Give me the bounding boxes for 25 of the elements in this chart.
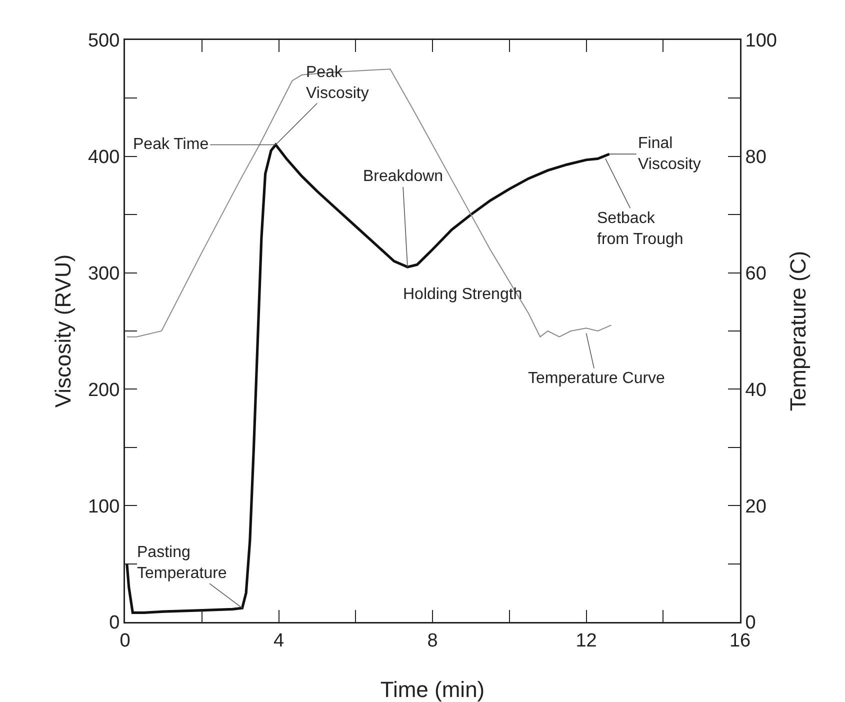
y2-tick-label: 60 (745, 263, 766, 284)
y-axis-title: Viscosity (RVU) (50, 254, 76, 408)
y-tick-label: 400 (88, 147, 120, 168)
y-tick-label: 200 (88, 380, 120, 401)
x-tick-label: 12 (576, 630, 597, 652)
y2-tick-label: 100 (745, 30, 778, 52)
annotation: Holding Strength (403, 286, 522, 303)
annotation: Temperature Curve (528, 370, 666, 387)
y2-axis-title: Temperature (C) (786, 250, 810, 412)
y2-tick-label: 40 (745, 380, 766, 401)
y-tick-label: 500 (88, 30, 120, 52)
annotation: Peak Viscosity (306, 64, 369, 102)
x-tick-label: 4 (273, 630, 284, 652)
y-tick-label: 0 (109, 612, 120, 634)
annotation: Pasting Temperature (137, 544, 227, 582)
y-tick-label: 300 (88, 263, 120, 284)
y-tick-label: 100 (88, 496, 120, 518)
annotation: Final Viscosity (638, 135, 701, 173)
annotation: Setback from Trough (597, 210, 684, 248)
annotation: Peak Time (133, 136, 209, 153)
annotation: Breakdown (363, 168, 444, 185)
x-tick-label: 8 (427, 630, 438, 652)
y2-tick-label: 80 (745, 147, 766, 168)
y2-tick-label: 20 (745, 496, 766, 518)
x-axis-title: Time (min) (380, 677, 485, 702)
